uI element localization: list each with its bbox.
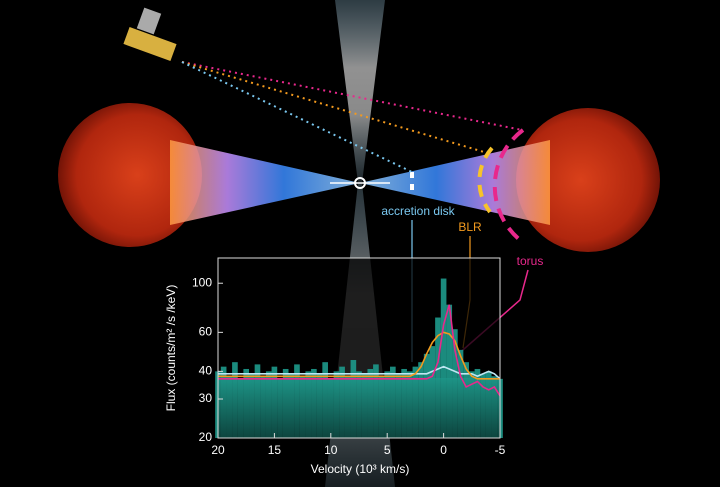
y-axis-title: Flux (counts/m² /s /keV) [164,285,178,412]
bar [440,278,447,438]
x-tick-label: 10 [324,443,338,457]
blr-arc [477,146,494,214]
ray [181,61,413,173]
bar [435,317,441,438]
y-tick-label: 40 [199,364,213,378]
y-tick-label: 30 [199,391,213,405]
satellite-panel [136,7,162,35]
annotation: BLR [458,220,482,234]
jet [170,140,360,225]
area-fade [218,378,500,438]
x-axis-title: Velocity (10³ km/s) [311,462,410,476]
ray [181,61,485,153]
y-tick-label: 20 [199,430,213,444]
satellite [123,7,177,62]
model-line [218,365,501,380]
cloud [516,108,660,252]
x-tick-label: 20 [211,443,225,457]
annotation: torus [517,254,544,268]
x-tick-label: 0 [440,443,447,457]
beam [335,0,385,183]
ray [181,61,523,131]
x-tick-label: -5 [495,443,506,457]
bar [446,304,453,438]
y-tick-label: 60 [199,325,213,339]
annotation: accretion disk [381,204,455,218]
model-line [218,304,501,397]
x-tick-label: 5 [384,443,391,457]
plot-frame [217,257,501,439]
satellite-body [123,26,177,62]
cloud [58,103,202,247]
x-tick-label: 15 [268,443,282,457]
jet [360,140,550,225]
y-tick-label: 100 [192,275,212,289]
